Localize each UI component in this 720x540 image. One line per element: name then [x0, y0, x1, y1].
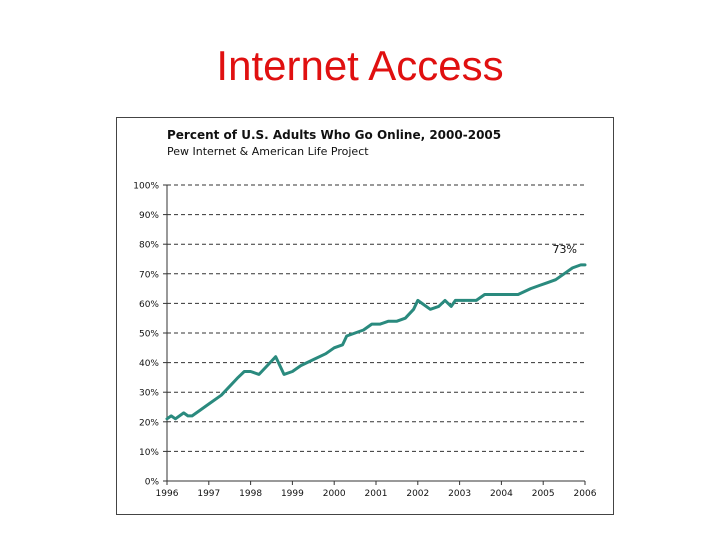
data-label: 73%	[552, 243, 576, 256]
y-tick-label: 0%	[145, 478, 160, 488]
x-tick-label: 2000	[323, 489, 346, 499]
y-tick-label: 70%	[139, 270, 159, 280]
chart-title: Percent of U.S. Adults Who Go Online, 20…	[167, 128, 502, 142]
y-tick-label: 30%	[139, 389, 159, 399]
y-tick-label: 10%	[139, 448, 159, 458]
x-tick-label: 2002	[406, 489, 429, 499]
y-tick-label: 60%	[139, 300, 159, 310]
x-tick-label: 2004	[490, 489, 513, 499]
y-tick-label: 100%	[133, 182, 159, 192]
series-line	[165, 263, 587, 421]
chart-frame: Percent of U.S. Adults Who Go Online, 20…	[116, 117, 614, 515]
y-tick-label: 40%	[139, 359, 159, 369]
x-tick-label: 2006	[574, 489, 597, 499]
x-tick-label: 2001	[365, 489, 388, 499]
x-tick-label: 2003	[448, 489, 471, 499]
chart-subtitle: Pew Internet & American Life Project	[167, 145, 369, 158]
x-tick-label: 1998	[239, 489, 262, 499]
x-tick-label: 1997	[197, 489, 220, 499]
chart-plot: 0% 10% 20% 30% 40% 50% 60% 70% 80% 90% 100% 1996 199…	[133, 182, 597, 500]
y-tick-label: 80%	[139, 241, 159, 251]
y-tick-label: 20%	[139, 418, 159, 428]
x-tick-label: 1999	[281, 489, 304, 499]
x-tick-label: 1996	[156, 489, 179, 499]
x-tick-label: 2005	[532, 489, 555, 499]
slide-title: Internet Access	[216, 42, 504, 89]
y-tick-label: 50%	[139, 330, 159, 340]
y-tick-label: 90%	[139, 211, 159, 221]
